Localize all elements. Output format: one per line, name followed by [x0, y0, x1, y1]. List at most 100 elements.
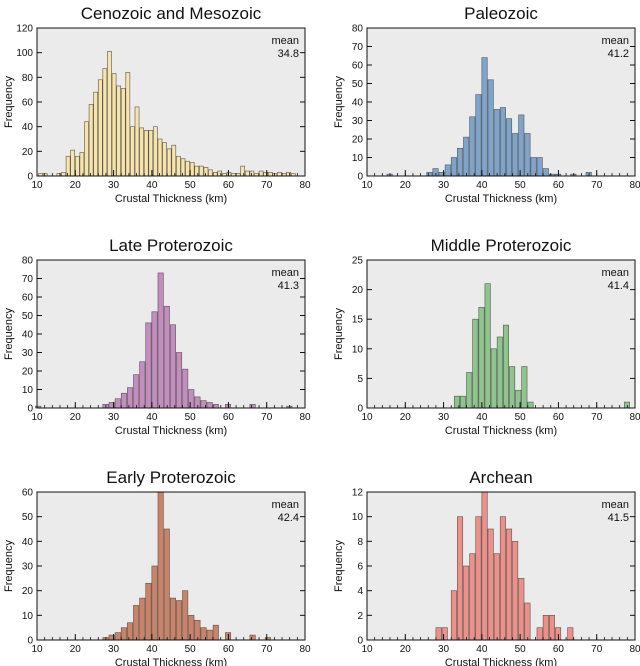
histogram-bar: [435, 627, 442, 641]
y-axis-label: Frequency: [333, 540, 345, 592]
x-tick-label: 70: [591, 412, 603, 423]
x-axis-label: Crustal Thickness (km): [445, 193, 557, 205]
y-tick-label: 0: [357, 636, 363, 647]
x-tick-label: 20: [400, 644, 412, 655]
histogram-bar: [162, 142, 167, 177]
x-tick-label: 30: [108, 644, 120, 655]
histogram-bar: [469, 116, 476, 177]
y-tick-label: 10: [352, 344, 364, 355]
histogram-bar: [499, 516, 506, 641]
histogram-bar: [258, 170, 264, 177]
histogram-bar: [182, 590, 189, 641]
histogram-bar: [116, 85, 121, 177]
y-tick-label: 50: [22, 311, 34, 322]
histogram-bar: [97, 79, 103, 177]
histogram-bar: [490, 348, 497, 409]
x-tick-label: 80: [629, 644, 640, 655]
x-tick-label: 10: [31, 412, 43, 423]
histogram-bar: [145, 322, 152, 409]
histogram-panel-6: 10 20 30 40 50 60 70 80 0 2 4 6 8 10 12 Archean Crustal …: [333, 468, 640, 666]
y-axis-label: Frequency: [3, 308, 15, 360]
histogram-bar: [249, 403, 256, 409]
histogram-bar: [176, 600, 183, 641]
y-tick-label: 60: [22, 488, 34, 499]
y-tick-label: 40: [352, 98, 364, 109]
histogram-bar: [450, 590, 457, 641]
histogram-bar: [450, 157, 457, 177]
histogram-bar: [249, 170, 255, 177]
histogram-bar: [125, 72, 131, 177]
x-tick-label: 20: [70, 412, 82, 423]
histogram-bar: [145, 582, 152, 641]
histogram-bar: [139, 361, 146, 409]
x-tick-label: 10: [31, 180, 43, 191]
y-tick-label: 2: [357, 611, 363, 622]
histogram-bar: [457, 147, 464, 177]
y-tick-label: 6: [357, 562, 363, 573]
x-tick-label: 50: [515, 644, 527, 655]
mean-value: 41.3: [278, 280, 299, 292]
mean-label: mean: [601, 499, 629, 511]
y-tick-label: 40: [22, 122, 34, 133]
x-tick-label: 70: [261, 180, 273, 191]
histogram-bar: [148, 130, 154, 177]
histogram-bar: [139, 597, 146, 641]
histogram-bar: [127, 622, 134, 641]
histogram-bar: [518, 578, 525, 641]
y-tick-label: 0: [357, 172, 363, 183]
y-tick-label: 20: [22, 367, 34, 378]
histogram-bar: [463, 136, 470, 177]
x-tick-label: 40: [476, 644, 488, 655]
histogram-bar: [542, 168, 549, 177]
y-tick-label: 120: [16, 24, 33, 35]
x-tick-label: 70: [261, 412, 273, 423]
x-tick-label: 80: [299, 412, 311, 423]
histogram-bar: [542, 615, 549, 641]
x-tick-label: 10: [361, 644, 373, 655]
histogram-panel-4: 10 20 30 40 50 60 70 80 0 5 10 15 20 25 Middle Protero…: [333, 236, 640, 437]
panel-title: Late Proterozoic: [109, 236, 233, 255]
histogram-bar: [506, 528, 513, 641]
x-tick-label: 60: [553, 412, 565, 423]
x-tick-label: 20: [400, 412, 412, 423]
histogram-bar: [93, 91, 99, 177]
x-tick-label: 60: [553, 180, 565, 191]
histogram-bar: [206, 402, 213, 409]
x-tick-label: 60: [223, 644, 235, 655]
histogram-bar: [171, 144, 177, 177]
histogram-bar: [114, 398, 121, 409]
histogram-bar: [512, 133, 519, 177]
x-axis-label: Crustal Thickness (km): [445, 657, 557, 666]
panel-title: Archean: [469, 468, 532, 487]
histogram-bar: [460, 395, 467, 409]
plot-frame: [366, 259, 636, 409]
histogram-bar: [88, 104, 94, 177]
y-tick-label: 12: [352, 488, 364, 499]
y-tick-label: 20: [22, 147, 34, 158]
x-tick-label: 80: [299, 180, 311, 191]
histogram-bar: [469, 553, 476, 641]
y-tick-label: 70: [352, 42, 364, 53]
histogram-bar: [496, 336, 503, 409]
histogram-bar: [120, 392, 127, 409]
histogram-bar: [70, 149, 76, 177]
y-tick-label: 70: [22, 274, 34, 285]
histogram-bar: [521, 366, 528, 409]
histogram-bar: [277, 172, 282, 177]
histogram-bar: [74, 155, 80, 177]
x-tick-label: 30: [438, 644, 450, 655]
y-tick-label: 60: [22, 293, 34, 304]
histogram-bar: [463, 565, 470, 641]
histogram-bar: [176, 352, 183, 409]
histogram-bar: [484, 283, 491, 409]
y-tick-label: 20: [352, 135, 364, 146]
mean-value: 34.8: [278, 48, 299, 60]
x-tick-label: 80: [629, 180, 640, 191]
x-tick-label: 40: [146, 412, 158, 423]
mean-label: mean: [601, 267, 629, 279]
histogram-bar: [493, 109, 500, 177]
x-tick-label: 80: [299, 644, 311, 655]
histogram-bar: [182, 368, 189, 409]
